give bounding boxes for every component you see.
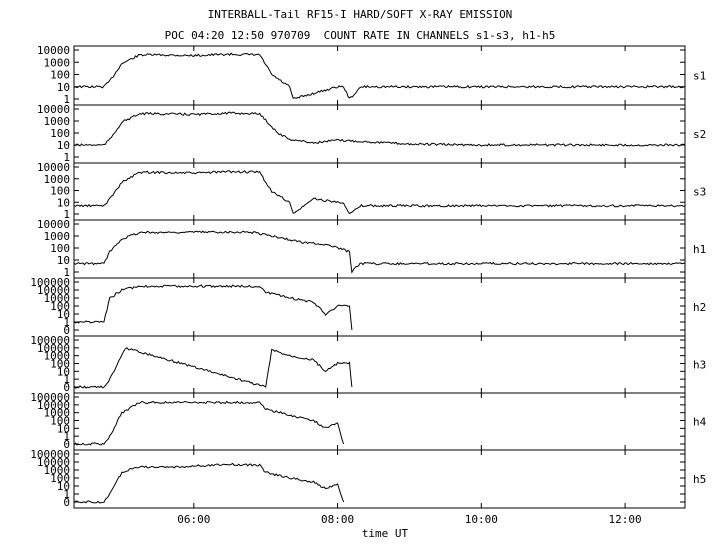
y-tick-label-h2: 1000 (44, 292, 71, 305)
series-line-h3 (73, 347, 353, 389)
y-tick-label-h5: 1000 (44, 464, 71, 477)
y-tick-label-s2: 1000 (44, 115, 71, 128)
x-axis-label: time UT (362, 527, 409, 540)
y-tick-label-h3: 0 (63, 381, 70, 394)
y-tick-label-h3: 10000 (37, 342, 70, 355)
y-tick-label-h4: 100 (50, 415, 70, 428)
panel-frame-h5 (73, 449, 686, 509)
y-tick-label-h1: 1 (63, 266, 70, 279)
x-tick-label: 06:00 (177, 513, 210, 526)
y-tick-label-s3: 10000 (37, 161, 70, 174)
y-tick-label-s1: 1 (63, 93, 70, 106)
y-tick-label-s3: 100 (50, 185, 70, 198)
y-tick-label-h3: 10 (57, 365, 70, 378)
y-tick-label-h2: 10000 (37, 284, 70, 297)
y-tick-label-s2: 1 (63, 151, 70, 164)
y-tick-label-h3: 100000 (30, 334, 70, 347)
y-tick-label-h2: 1 (63, 316, 70, 329)
panel-label-h2: h2 (693, 301, 706, 314)
y-tick-label-s3: 10 (57, 196, 70, 209)
panel-label-h4: h4 (693, 416, 707, 429)
series-line-s3 (73, 170, 686, 215)
y-tick-label-h4: 1000 (44, 407, 71, 420)
panel-frame-s3 (73, 162, 686, 221)
y-tick-label-h4: 0 (63, 438, 70, 451)
panel-label-h3: h3 (693, 359, 706, 372)
y-tick-label-s3: 1000 (44, 173, 71, 186)
y-tick-label-h4: 10000 (37, 399, 70, 412)
y-tick-label-h5: 1 (63, 488, 70, 501)
panel-frame-h3 (73, 335, 686, 394)
y-tick-label-s2: 10000 (37, 103, 70, 116)
y-tick-label-h1: 10000 (37, 218, 70, 231)
y-tick-label-s1: 10000 (37, 44, 70, 57)
series-line-h2 (73, 284, 353, 331)
y-tick-label-h5: 100000 (30, 448, 70, 461)
x-tick-label: 10:00 (465, 513, 498, 526)
y-tick-label-h3: 1 (63, 373, 70, 386)
panel-label-s3: s3 (693, 186, 706, 199)
y-tick-label-h3: 1000 (44, 350, 71, 363)
panel-label-s1: s1 (693, 70, 706, 83)
panel-frame-h2 (73, 277, 686, 337)
y-tick-label-h4: 100000 (30, 391, 70, 404)
y-tick-label-h5: 0 (63, 496, 70, 509)
series-line-s1 (73, 52, 686, 99)
panel-label-s2: s2 (693, 128, 706, 141)
series-line-h4 (73, 400, 345, 446)
series-line-h1 (73, 230, 686, 274)
y-tick-label-h5: 100 (50, 472, 70, 485)
y-tick-label-s1: 1000 (44, 56, 71, 69)
y-tick-label-s2: 100 (50, 127, 70, 140)
y-tick-label-s2: 10 (57, 139, 70, 152)
y-tick-label-h2: 0 (63, 324, 70, 337)
y-tick-label-h2: 100 (50, 300, 70, 313)
y-tick-label-h5: 10 (57, 480, 70, 493)
panel-frame-s1 (73, 45, 686, 106)
chart-subtitle: POC 04:20 12:50 970709 COUNT RATE IN CHA… (164, 29, 556, 42)
y-tick-label-h4: 1 (63, 430, 70, 443)
y-tick-label-s1: 10 (57, 81, 70, 94)
chart-title: INTERBALL-Tail RF15-I HARD/SOFT X-RAY EM… (207, 8, 513, 21)
y-tick-label-h5: 10000 (37, 456, 70, 469)
panel-label-h5: h5 (693, 473, 706, 486)
y-tick-label-h3: 100 (50, 358, 70, 371)
y-tick-label-h1: 10 (57, 254, 70, 267)
y-tick-label-h4: 10 (57, 422, 70, 435)
y-tick-label-h2: 100000 (30, 276, 70, 289)
series-line-h5 (73, 462, 345, 504)
y-tick-label-h1: 100 (50, 242, 70, 255)
y-tick-label-s1: 100 (50, 69, 70, 82)
y-tick-label-s3: 1 (63, 208, 70, 221)
panel-label-h1: h1 (693, 243, 706, 256)
y-tick-label-h2: 10 (57, 308, 70, 321)
x-tick-label: 08:00 (321, 513, 354, 526)
panel-frame-h1 (73, 219, 686, 279)
series-line-s2 (73, 111, 686, 147)
x-tick-label: 12:00 (609, 513, 642, 526)
y-tick-label-h1: 1000 (44, 230, 71, 243)
